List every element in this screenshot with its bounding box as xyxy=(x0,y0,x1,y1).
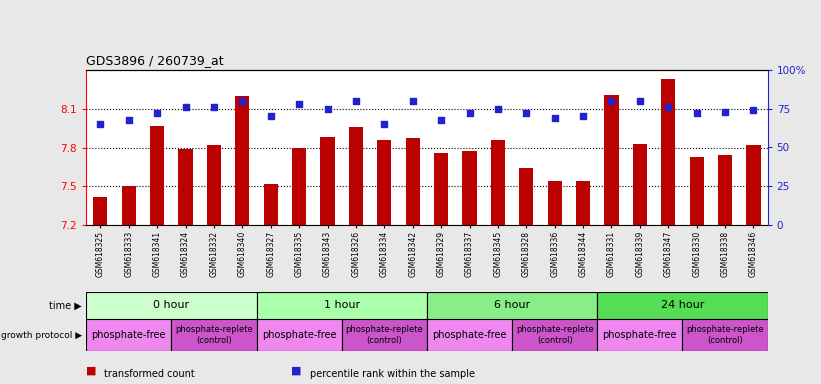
Bar xyxy=(746,145,760,225)
Point xyxy=(122,116,135,122)
Point xyxy=(406,98,420,104)
Bar xyxy=(150,126,164,225)
Bar xyxy=(86,319,172,351)
Bar xyxy=(236,96,250,225)
Bar xyxy=(576,181,590,225)
Text: phosphate-free: phosphate-free xyxy=(92,330,166,340)
Point xyxy=(292,101,305,107)
Text: 1 hour: 1 hour xyxy=(323,301,360,311)
Text: phosphate-free: phosphate-free xyxy=(262,330,337,340)
Text: 6 hour: 6 hour xyxy=(494,301,530,311)
Bar xyxy=(434,153,448,225)
Bar xyxy=(633,144,647,225)
Bar xyxy=(264,184,277,225)
Bar xyxy=(598,292,768,319)
Bar xyxy=(718,155,732,225)
Text: ■: ■ xyxy=(86,365,100,375)
Point xyxy=(718,109,732,115)
Text: ■: ■ xyxy=(291,365,305,375)
Point xyxy=(94,121,107,127)
Text: growth protocol ▶: growth protocol ▶ xyxy=(1,331,82,339)
Point xyxy=(747,107,760,113)
Point xyxy=(378,121,391,127)
Bar xyxy=(256,292,427,319)
Bar xyxy=(512,319,598,351)
Bar xyxy=(292,147,306,225)
Bar xyxy=(427,292,598,319)
Point xyxy=(434,116,447,122)
Bar xyxy=(320,137,335,225)
Bar xyxy=(349,127,363,225)
Bar xyxy=(256,319,342,351)
Point xyxy=(350,98,363,104)
Bar xyxy=(598,319,682,351)
Bar xyxy=(519,168,534,225)
Bar xyxy=(682,319,768,351)
Bar xyxy=(207,145,221,225)
Point xyxy=(662,104,675,110)
Point xyxy=(520,110,533,116)
Bar xyxy=(86,292,256,319)
Point xyxy=(463,110,476,116)
Bar xyxy=(690,157,704,225)
Bar xyxy=(406,139,420,225)
Bar xyxy=(342,319,427,351)
Point xyxy=(491,106,504,112)
Text: transformed count: transformed count xyxy=(104,369,195,379)
Text: phosphate-replete
(control): phosphate-replete (control) xyxy=(346,325,423,345)
Point xyxy=(576,113,589,119)
Text: phosphate-replete
(control): phosphate-replete (control) xyxy=(686,325,764,345)
Text: percentile rank within the sample: percentile rank within the sample xyxy=(310,369,475,379)
Point xyxy=(179,104,192,110)
Bar xyxy=(604,94,618,225)
Point xyxy=(208,104,221,110)
Text: GDS3896 / 260739_at: GDS3896 / 260739_at xyxy=(86,55,224,68)
Bar xyxy=(548,181,562,225)
Bar xyxy=(491,140,505,225)
Bar xyxy=(462,151,477,225)
Bar xyxy=(122,186,136,225)
Point xyxy=(690,110,704,116)
Point xyxy=(321,106,334,112)
Point xyxy=(236,98,249,104)
Bar xyxy=(377,140,392,225)
Text: phosphate-replete
(control): phosphate-replete (control) xyxy=(175,325,253,345)
Bar xyxy=(427,319,512,351)
Bar xyxy=(94,197,108,225)
Text: time ▶: time ▶ xyxy=(49,301,82,311)
Bar xyxy=(172,319,256,351)
Point xyxy=(150,110,163,116)
Point xyxy=(605,98,618,104)
Point xyxy=(548,115,562,121)
Point xyxy=(633,98,646,104)
Text: phosphate-free: phosphate-free xyxy=(433,330,507,340)
Text: 24 hour: 24 hour xyxy=(661,301,704,311)
Text: 0 hour: 0 hour xyxy=(154,301,190,311)
Bar xyxy=(661,79,676,225)
Text: phosphate-replete
(control): phosphate-replete (control) xyxy=(516,325,594,345)
Text: phosphate-free: phosphate-free xyxy=(603,330,677,340)
Point xyxy=(264,113,277,119)
Bar xyxy=(178,149,193,225)
